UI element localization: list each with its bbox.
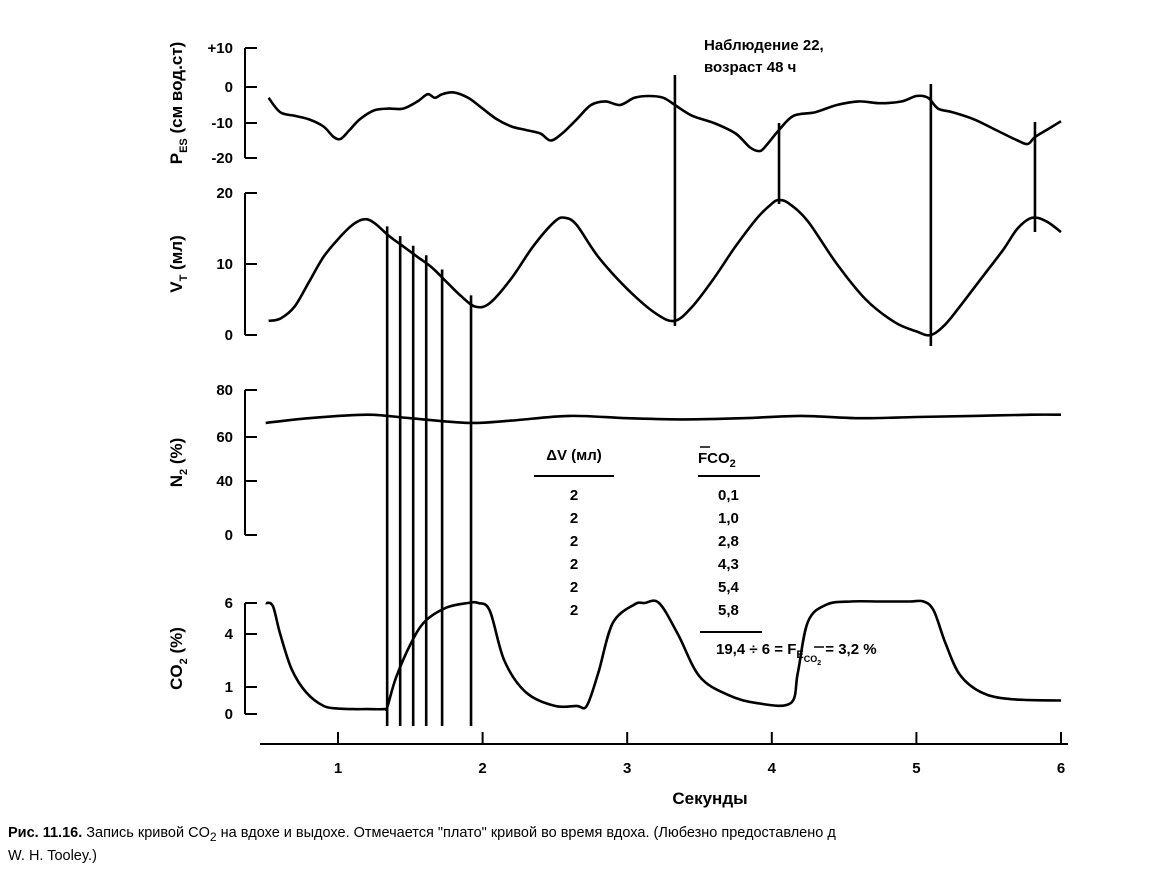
table-row-fco2: 1,0 (718, 510, 739, 527)
xtick-label: 4 (768, 760, 777, 777)
table-header-dv: ΔV (мл) (546, 447, 602, 464)
ytick-label-co2: 6 (225, 595, 233, 612)
sum-prefix: 19,4 ÷ 6 = F (716, 641, 796, 658)
ytick-label-vt: 20 (216, 185, 233, 202)
caption-line1: Рис. 11.16. Запись кривой CO2 на вдохе и… (8, 824, 1158, 847)
panel-co2: 6 4 1 0 CO2 (%) (167, 595, 257, 723)
caption-text: Запись кривой CO (82, 825, 210, 841)
table-row-dv: 2 (570, 602, 578, 619)
sum-sub: E (796, 649, 803, 661)
table-header-fco2: FCO2 (698, 446, 736, 470)
xtick-label: 6 (1057, 760, 1065, 777)
panel-n2: 80 60 40 0 N2 (%) (167, 382, 257, 544)
fco2-header-main: FCO (698, 450, 730, 467)
table-row-fco2: 2,8 (718, 533, 739, 550)
xtick-label: 1 (334, 760, 342, 777)
sum-subsub: CO (804, 654, 818, 664)
ytick-label-n2: 60 (216, 429, 233, 446)
trace-n2 (265, 413, 1062, 425)
xtick-label: 5 (912, 760, 920, 777)
ytick-label-co2: 0 (225, 706, 233, 723)
traces-layer (265, 90, 1062, 712)
xaxis: 1 2 3 4 5 6 (260, 732, 1068, 777)
table-row-dv: 2 (570, 533, 578, 550)
caption-line2: W. H. Tooley.) (8, 847, 97, 864)
table-row-fco2: 5,8 (718, 602, 739, 619)
xtick-label: 3 (623, 760, 631, 777)
ytick-label-vt: 0 (225, 327, 233, 344)
ylabel-n2: N2 (%) (167, 438, 190, 488)
ytick-label-co2: 1 (225, 679, 233, 696)
table-row-dv: 2 (570, 487, 578, 504)
ylabel-pes: PES (см вод.ст) (167, 42, 190, 165)
observation-label-line1: Наблюдение 22, (704, 37, 824, 54)
table-rows: 2 0,1 2 1,0 2 2,8 2 4,3 2 5,4 2 5,8 (570, 487, 740, 619)
table-row-fco2: 5,4 (718, 579, 740, 596)
trace-vt (268, 198, 1062, 337)
table-sum: 19,4 ÷ 6 = FECO2 = 3,2 % (716, 641, 877, 667)
table-row-dv: 2 (570, 579, 578, 596)
xtick-label: 2 (478, 760, 486, 777)
trace-pes (267, 90, 1062, 153)
vertical-lines-layer (385, 75, 1037, 726)
table-row-fco2: 0,1 (718, 487, 739, 504)
sum-subsub2: 2 (817, 660, 821, 667)
ytick-label-pes: -10 (211, 115, 233, 132)
fco2-header-sub: 2 (730, 458, 736, 470)
table-row-fco2: 4,3 (718, 556, 739, 573)
ytick-label-pes: -20 (211, 150, 233, 167)
ylabel-vt: VT (мл) (167, 235, 190, 293)
ytick-label-pes: 0 (225, 79, 233, 96)
panel-pes: +10 0 -10 -20 PES (см вод.ст) (167, 40, 257, 167)
trace-co2 (265, 599, 1062, 712)
panel-vt: 20 10 0 VT (мл) (167, 185, 257, 344)
xaxis-label: Секунды (672, 789, 747, 808)
sum-result: = 3,2 % (821, 641, 876, 658)
ylabel-co2: CO2 (%) (167, 627, 190, 690)
caption-sub: 2 (209, 829, 217, 844)
svg-text:FCO2: FCO2 (698, 450, 736, 470)
ytick-label-vt: 10 (216, 256, 233, 273)
observation-label-line2: возраст 48 ч (704, 59, 796, 76)
caption-label: Рис. 11.16. (8, 825, 83, 841)
fco2-table: ΔV (мл) FCO2 2 0,12 1,02 2,82 4,32 5,42 5,8 19… (534, 446, 877, 667)
ytick-label-n2: 0 (225, 527, 233, 544)
figure-caption: Рис. 11.16. Запись кривой CO2 на вдохе и… (8, 824, 1158, 866)
table-row-dv: 2 (570, 556, 578, 573)
ytick-label-co2: 4 (225, 626, 234, 643)
ytick-label-n2: 40 (216, 473, 233, 490)
ytick-label-n2: 80 (216, 382, 233, 399)
caption-text2: на вдохе и выдохе. Отмечается "плато" кр… (216, 825, 836, 841)
table-row-dv: 2 (570, 510, 578, 527)
ytick-label-pes: +10 (208, 40, 233, 57)
